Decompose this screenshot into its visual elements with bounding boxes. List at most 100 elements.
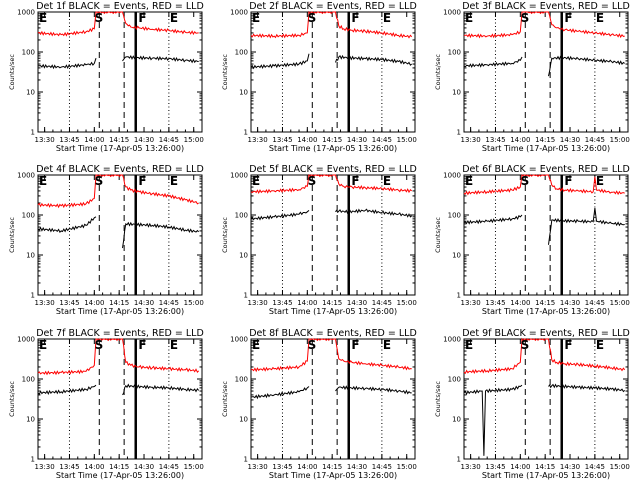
x-tick-label: 13:30 <box>461 136 481 144</box>
x-tick-label: 15:00 <box>397 136 417 144</box>
y-tick-label: 1000 <box>17 172 35 180</box>
y-tick-label: 10 <box>452 89 461 97</box>
x-tick-label: 13:30 <box>35 299 55 307</box>
marker-f: F <box>351 11 359 25</box>
x-tick-label: 15:00 <box>184 136 204 144</box>
marker-s: S <box>95 338 104 352</box>
x-tick-label: 14:00 <box>510 299 530 307</box>
y-tick-label: 1000 <box>443 9 461 17</box>
y-tick-label: 100 <box>22 212 35 220</box>
marker-s: S <box>521 338 530 352</box>
y-tick-label: 1000 <box>230 336 248 344</box>
y-axis-label: Counts/sec <box>221 217 229 253</box>
marker-e-right: E <box>383 338 391 352</box>
x-tick-label: 14:45 <box>372 299 392 307</box>
plot-frame <box>250 338 416 460</box>
series-events-line <box>37 384 97 396</box>
x-tick-label: 14:15 <box>322 299 342 307</box>
y-tick-label: 10 <box>26 89 35 97</box>
x-tick-label: 13:30 <box>248 463 268 471</box>
x-tick-label: 14:15 <box>322 463 342 471</box>
x-tick-label: 13:30 <box>248 299 268 307</box>
series-events-line <box>548 207 625 245</box>
plot-frame <box>37 338 203 460</box>
x-tick-label: 14:45 <box>159 136 179 144</box>
x-tick-label: 14:15 <box>535 299 555 307</box>
x-tick-label: 14:45 <box>585 299 605 307</box>
series-lld-line <box>250 10 413 39</box>
series-events-line <box>335 54 413 66</box>
x-tick-label: 15:00 <box>397 463 417 471</box>
y-tick-label: 1000 <box>230 172 248 180</box>
x-tick-label: 14:45 <box>159 463 179 471</box>
marker-e-right: E <box>596 11 604 25</box>
x-tick-label: 14:30 <box>134 136 154 144</box>
y-tick-label: 1 <box>244 129 248 137</box>
y-tick-label: 1 <box>31 292 35 300</box>
plot-frame <box>463 11 629 133</box>
x-tick-label: 14:00 <box>297 463 317 471</box>
y-tick-label: 1 <box>457 129 461 137</box>
series-lld-line <box>37 174 199 209</box>
x-tick-label: 13:45 <box>59 463 79 471</box>
series-events-line <box>250 386 310 400</box>
x-tick-label: 13:30 <box>461 299 481 307</box>
x-tick-label: 14:00 <box>297 299 317 307</box>
series-events-line <box>463 384 523 456</box>
y-tick-label: 1 <box>457 456 461 464</box>
chart-panel-9: Det 9f BLACK = Events, RED = LLD 1 10 100 10… <box>434 328 630 480</box>
marker-e-left: E <box>39 338 47 352</box>
y-axis-label: Counts/sec <box>8 217 16 253</box>
series-events-line <box>335 385 412 395</box>
series-events-line <box>250 53 310 70</box>
marker-e-left: E <box>252 338 260 352</box>
x-tick-label: 14:30 <box>560 136 580 144</box>
y-tick-label: 100 <box>235 212 248 220</box>
series-lld-line <box>463 337 626 375</box>
x-axis-label: Start Time (17-Apr-05 13:26:00) <box>56 307 184 316</box>
plot-frame <box>463 338 629 460</box>
x-tick-label: 13:45 <box>485 299 505 307</box>
x-axis-label: Start Time (17-Apr-05 13:26:00) <box>269 471 397 480</box>
y-tick-label: 100 <box>448 49 461 57</box>
chart-panel-8: Det 8f BLACK = Events, RED = LLD 1 10 100 10… <box>221 328 417 480</box>
plot-frame <box>250 174 416 296</box>
x-tick-label: 13:30 <box>35 136 55 144</box>
x-tick-label: 14:30 <box>347 299 367 307</box>
chart-title: Det 6f BLACK = Events, RED = LLD <box>462 164 630 175</box>
x-tick-label: 14:30 <box>347 463 367 471</box>
x-tick-label: 14:45 <box>585 136 605 144</box>
x-axis-label: Start Time (17-Apr-05 13:26:00) <box>482 144 610 153</box>
x-tick-label: 14:15 <box>109 299 129 307</box>
x-tick-label: 14:00 <box>84 463 104 471</box>
series-events-line <box>37 216 97 234</box>
x-axis-label: Start Time (17-Apr-05 13:26:00) <box>56 471 184 480</box>
x-tick-label: 15:00 <box>184 463 204 471</box>
marker-e-left: E <box>252 11 260 25</box>
chart-title: Det 4f BLACK = Events, RED = LLD <box>36 164 204 175</box>
marker-e-left: E <box>252 174 260 188</box>
chart-panel-7: Det 7f BLACK = Events, RED = LLD 1 10 100 10… <box>8 328 204 480</box>
x-tick-label: 14:15 <box>322 136 342 144</box>
y-tick-label: 1 <box>457 292 461 300</box>
series-lld-line <box>37 11 199 37</box>
y-tick-label: 1000 <box>443 172 461 180</box>
y-tick-label: 10 <box>452 252 461 260</box>
x-tick-label: 15:00 <box>610 299 630 307</box>
marker-f: F <box>138 11 146 25</box>
y-axis-label: Counts/sec <box>221 54 229 90</box>
plot-frame <box>37 11 203 133</box>
chart-title: Det 1f BLACK = Events, RED = LLD <box>36 1 204 12</box>
series-events-line <box>548 55 625 77</box>
marker-e-right: E <box>170 338 178 352</box>
y-tick-label: 10 <box>239 416 248 424</box>
x-axis-label: Start Time (17-Apr-05 13:26:00) <box>56 144 184 153</box>
series-lld-line <box>250 174 413 195</box>
marker-e-right: E <box>383 11 391 25</box>
x-tick-label: 14:45 <box>372 463 392 471</box>
x-tick-label: 14:15 <box>535 463 555 471</box>
marker-f: F <box>564 338 572 352</box>
series-lld-line <box>463 174 625 196</box>
x-tick-label: 14:00 <box>84 299 104 307</box>
x-tick-label: 13:30 <box>35 463 55 471</box>
